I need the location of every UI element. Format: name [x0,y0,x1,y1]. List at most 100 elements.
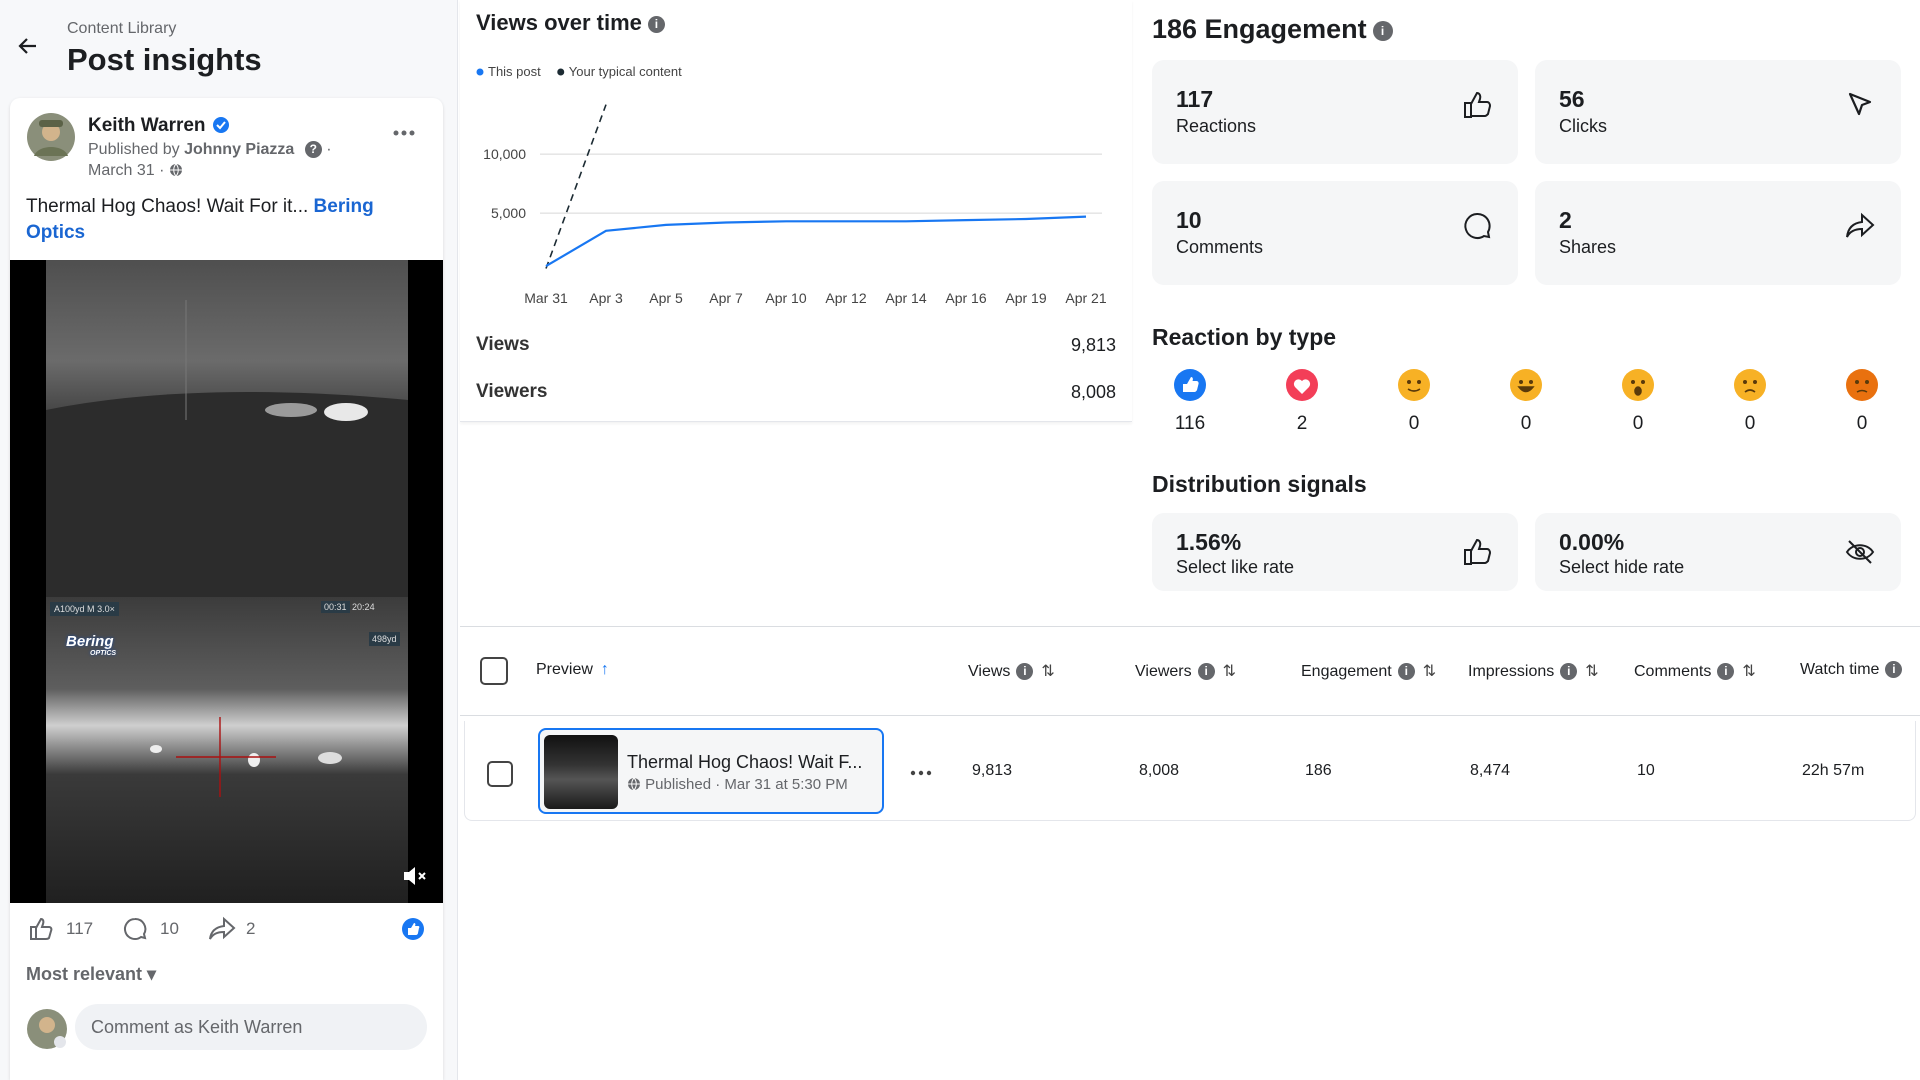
signal-card: 1.56% Select like rate [1152,513,1518,591]
more-button[interactable] [392,128,416,138]
author-name[interactable]: Keith Warren [88,115,206,136]
x-tick-label: Apr 19 [1005,290,1046,306]
publisher[interactable]: Johnny Piazza [184,141,295,158]
column-header-text: Impressions [1468,663,1555,680]
info-icon: i [1397,663,1415,681]
select-all-checkbox[interactable] [480,657,508,685]
reaction-item: 0 [1832,368,1892,435]
reaction-item: 0 [1496,368,1556,435]
legend-dot [557,68,565,76]
preview-meta: Published · Mar 31 at 5:30 PM [627,776,848,793]
reaction-badge [402,918,424,940]
reaction-icon [1734,369,1766,401]
globe-icon [628,777,640,791]
back-button[interactable] [16,34,40,58]
thermal-animals [150,717,342,797]
comment-input[interactable]: Comment as Keith Warren [75,1004,427,1050]
column-header[interactable]: Preview ↑ [536,661,609,679]
sort-toggle: ⇅ [1585,663,1599,680]
table-cell: 10 [1637,762,1655,779]
x-tick-label: Apr 14 [885,290,926,306]
left-panel: Content Library Post insights Keith Warr… [0,0,458,1080]
summary-label: Viewers [476,381,548,402]
video[interactable]: A100yd M 3.0× 00:31 20:24 498yd Bering OP… [10,260,443,903]
breadcrumb[interactable]: Content Library [67,20,177,37]
reaction-row: 116 2 0 0 0 0 0 [1132,368,1920,448]
metric-card: 117 Reactions [1152,60,1518,164]
share-icon[interactable] [208,916,236,942]
reaction-count: 0 [1520,413,1532,434]
sort-toggle: ⇅ [1742,663,1756,680]
page-title: Post insights [67,42,262,77]
metric-label: Reactions [1176,116,1257,136]
overlay-text: A100yd [54,604,85,614]
brand-subtext: OPTICS [90,650,117,657]
column-header[interactable]: Comments i ⇅ [1634,661,1756,681]
metric-label: Clicks [1559,116,1607,136]
preview-cell[interactable]: Thermal Hog Chaos! Wait F... Published ·… [538,728,884,814]
section-title: Distribution signals [1152,471,1367,497]
reaction-face [1622,369,1654,401]
column-header-text: Viewers [1135,663,1192,680]
info-icon: i [1885,661,1903,679]
row-checkbox[interactable] [487,761,513,787]
mute-button[interactable] [402,865,430,887]
reaction-icon [1510,369,1542,401]
metric-card: 2 Shares [1535,181,1901,285]
post-date[interactable]: March 31 · [88,162,183,180]
overlay-text: 00:31 [321,601,350,613]
reaction-count: 0 [1744,413,1756,434]
column-header-text: Preview [536,661,593,678]
column-header[interactable]: Engagement i ⇅ [1301,661,1436,681]
published-by: Published by Johnny Piazza ? · [88,141,332,159]
legend-label: This post [488,64,541,79]
reaction-eye [1641,380,1645,384]
column-header[interactable]: Views i ⇅ [968,661,1055,681]
row-menu[interactable] [910,769,932,777]
x-tick-label: Apr 21 [1065,290,1106,306]
reaction-item: 2 [1272,368,1332,435]
column-header[interactable]: Impressions i ⇅ [1468,661,1599,681]
x-tick-label: Apr 12 [825,290,866,306]
comment-icon[interactable] [122,916,148,942]
reaction-count: 116 [1174,413,1206,434]
reaction-face [1398,369,1430,401]
posts-table: Thermal Hog Chaos! Wait F... Published ·… [460,626,1920,1080]
info-icon: i [1197,663,1215,681]
reaction-eye [1519,380,1523,384]
reaction-eye [1417,380,1421,384]
avatar[interactable] [26,112,76,162]
legend-dot [476,68,484,76]
globe-icon [169,163,182,177]
signal-value: 0.00% [1559,529,1625,555]
column-header-text: Comments [1634,663,1712,680]
date[interactable]: March 31 [88,162,155,179]
table-cell: 9,813 [972,762,1013,779]
info-icon[interactable]: i [1372,20,1393,41]
reaction-icon [1174,369,1206,401]
summary-label: Views [476,334,530,355]
info-icon[interactable]: i [647,15,665,33]
column-header[interactable]: Viewers i ⇅ [1135,661,1236,681]
table-cell: 8,474 [1470,762,1511,779]
sort-label[interactable]: Most relevant [26,964,143,984]
y-tick-label: 5,000 [491,205,526,221]
comment-count: 10 [160,919,179,938]
info-icon: i [1560,663,1578,681]
reaction-glyph [1183,377,1199,392]
like-icon[interactable] [28,916,54,942]
overlay-range: 498yd [369,632,400,646]
reaction-mouth [1407,388,1421,392]
column-header[interactable]: Watch time i [1800,661,1903,679]
reaction-eye [1753,380,1757,384]
brand-logo: Bering OPTICS [66,633,116,657]
reaction-count: 0 [1632,413,1644,434]
reaction-eye [1529,380,1533,384]
reaction-face [1734,369,1766,401]
sort-dropdown[interactable]: Most relevant ▾ [26,964,157,984]
chart-title-text: Views over time [476,10,642,35]
signal-label: Select like rate [1176,557,1295,577]
post-link[interactable]: Bering Optics [26,196,374,243]
reaction-mouth [1744,389,1756,393]
reaction-icon [1398,369,1430,401]
